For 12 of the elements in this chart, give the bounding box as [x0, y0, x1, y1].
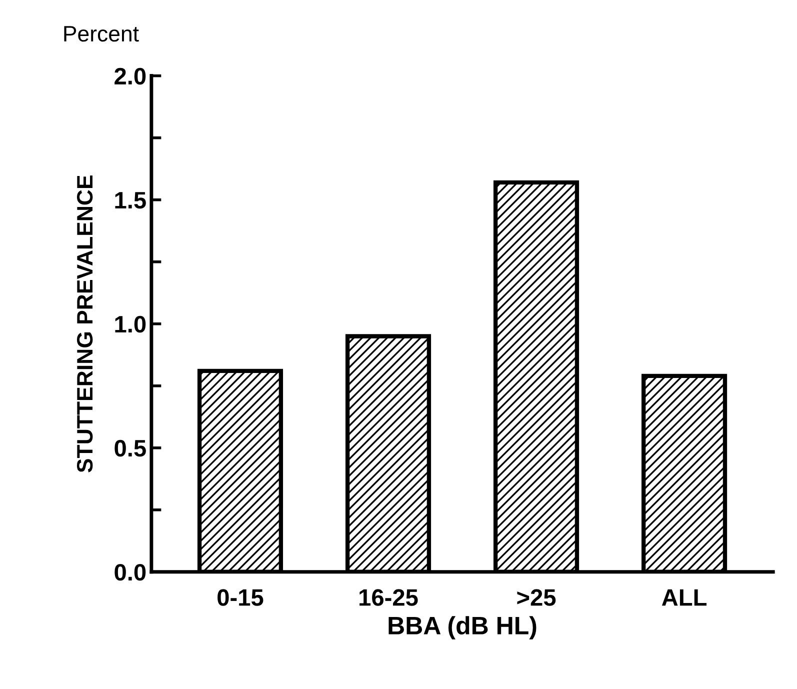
text: Percent: [64, 26, 139, 42]
x-axis-title: BBA (dB HL): [388, 616, 536, 640]
y-tick-label: 0.5: [114, 440, 146, 457]
x-tick-label: >25: [517, 589, 556, 606]
y-tick-label: 1.0: [115, 316, 146, 333]
y-tick-label: 1.5: [115, 192, 146, 209]
y-tick-label: 2.0: [114, 68, 146, 85]
y-axis-title: STUTTERING PREVALENCE: [76, 176, 93, 472]
x-tick-label: 0-15: [218, 589, 264, 606]
y-tick-label: 0.0: [114, 564, 146, 581]
x-tick-label: 16-25: [360, 589, 418, 606]
x-tick-label: ALL: [662, 589, 707, 606]
